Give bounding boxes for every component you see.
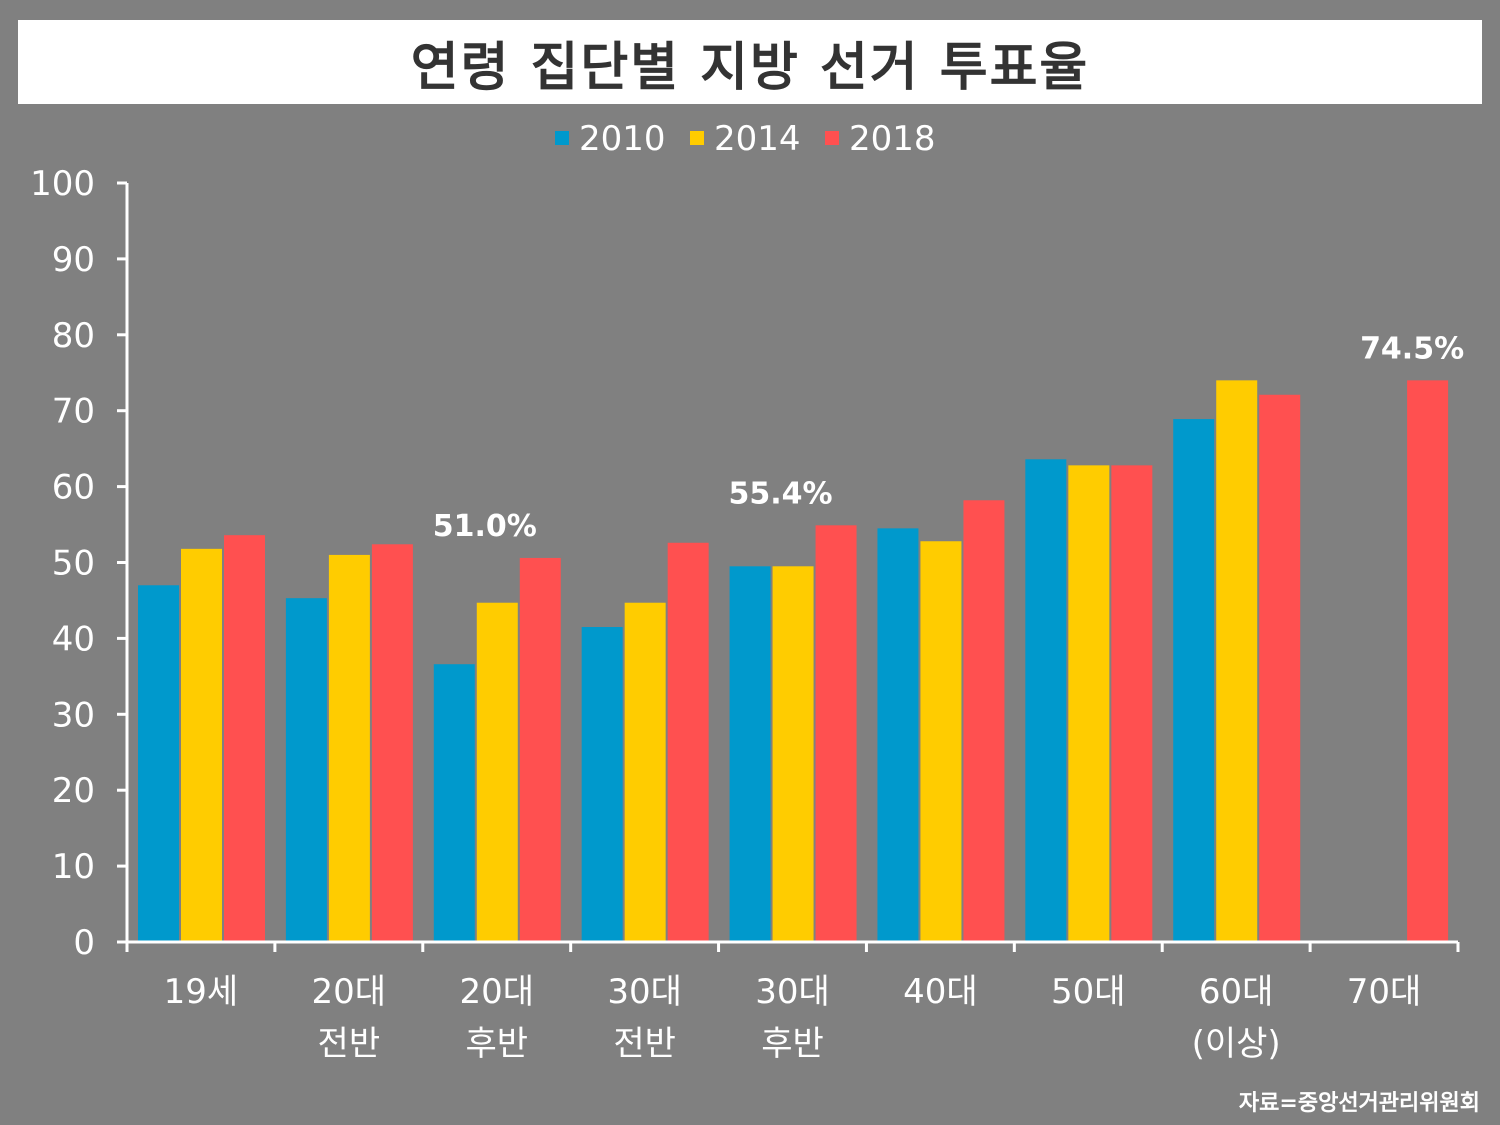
y-tick-label: 0: [73, 923, 95, 963]
bar-2010: [138, 585, 179, 942]
bar-2010: [433, 664, 475, 942]
x-tick-label: 19세: [164, 972, 239, 1012]
y-tick-label: 70: [52, 392, 95, 432]
legend-swatch-2018: [825, 131, 839, 145]
bar-2018: [815, 525, 857, 942]
data-label: 55.4%: [729, 476, 833, 511]
chart-title-box: 연령 집단별 지방 선거 투표율: [18, 20, 1482, 104]
bar-2014: [920, 541, 962, 942]
y-tick-label: 100: [30, 164, 95, 204]
y-tick-label: 10: [52, 847, 95, 887]
legend-label: 2018: [849, 119, 936, 159]
legend-label: 2010: [579, 119, 666, 159]
bar-2018: [224, 535, 265, 942]
bar-2010: [1173, 419, 1215, 942]
y-tick-label: 60: [52, 468, 95, 508]
bar-2018: [371, 544, 413, 942]
x-tick-label: (이상): [1192, 1024, 1281, 1064]
x-tick-label: 20대: [312, 972, 387, 1012]
bar-2014: [772, 566, 814, 942]
y-tick-label: 30: [52, 695, 95, 735]
bar-2010: [581, 627, 623, 942]
legend-swatch-2014: [690, 131, 704, 145]
bar-2014: [1216, 380, 1258, 943]
y-tick-label: 50: [52, 544, 95, 584]
x-tick-label: 후반: [465, 1024, 528, 1064]
bar-2010: [1025, 459, 1067, 942]
y-tick-label: 20: [52, 771, 95, 811]
y-tick-label: 80: [52, 316, 95, 356]
x-tick-label: 전반: [613, 1024, 676, 1064]
bar-2014: [624, 602, 666, 942]
x-tick-label: 30대: [755, 972, 830, 1012]
bar-2010: [877, 528, 919, 942]
bar-2018: [519, 557, 561, 942]
y-tick-label: 40: [52, 619, 95, 659]
x-tick-label: 60대: [1199, 972, 1274, 1012]
x-tick-label: 후반: [761, 1024, 824, 1064]
x-tick-label: 70대: [1347, 972, 1422, 1012]
data-label: 74.5%: [1360, 331, 1464, 366]
bar-2018: [963, 500, 1005, 942]
x-tick-label: 30대: [607, 972, 682, 1012]
x-tick-label: 20대: [459, 972, 534, 1012]
bar-2014: [328, 554, 370, 942]
legend-label: 2014: [714, 119, 801, 159]
x-tick-label: 50대: [1051, 972, 1126, 1012]
data-label: 51.0%: [433, 509, 537, 544]
bar-2014: [181, 548, 222, 942]
x-tick-label: 전반: [318, 1024, 381, 1064]
bar-2014: [1068, 465, 1110, 942]
y-tick-label: 90: [52, 240, 95, 280]
bar-2018: [667, 542, 709, 942]
bar-2018: [1111, 465, 1153, 942]
bar-2018: [1407, 380, 1449, 943]
bar-2014: [476, 602, 518, 942]
chart-title: 연령 집단별 지방 선거 투표율: [410, 37, 1090, 98]
bar-2010: [285, 598, 327, 942]
x-tick-label: 40대: [903, 972, 978, 1012]
source-note: 자료=중앙선거관리위원회: [1238, 1091, 1480, 1116]
legend-swatch-2010: [555, 131, 569, 145]
bar-2018: [1259, 394, 1301, 942]
bar-2010: [729, 566, 771, 942]
